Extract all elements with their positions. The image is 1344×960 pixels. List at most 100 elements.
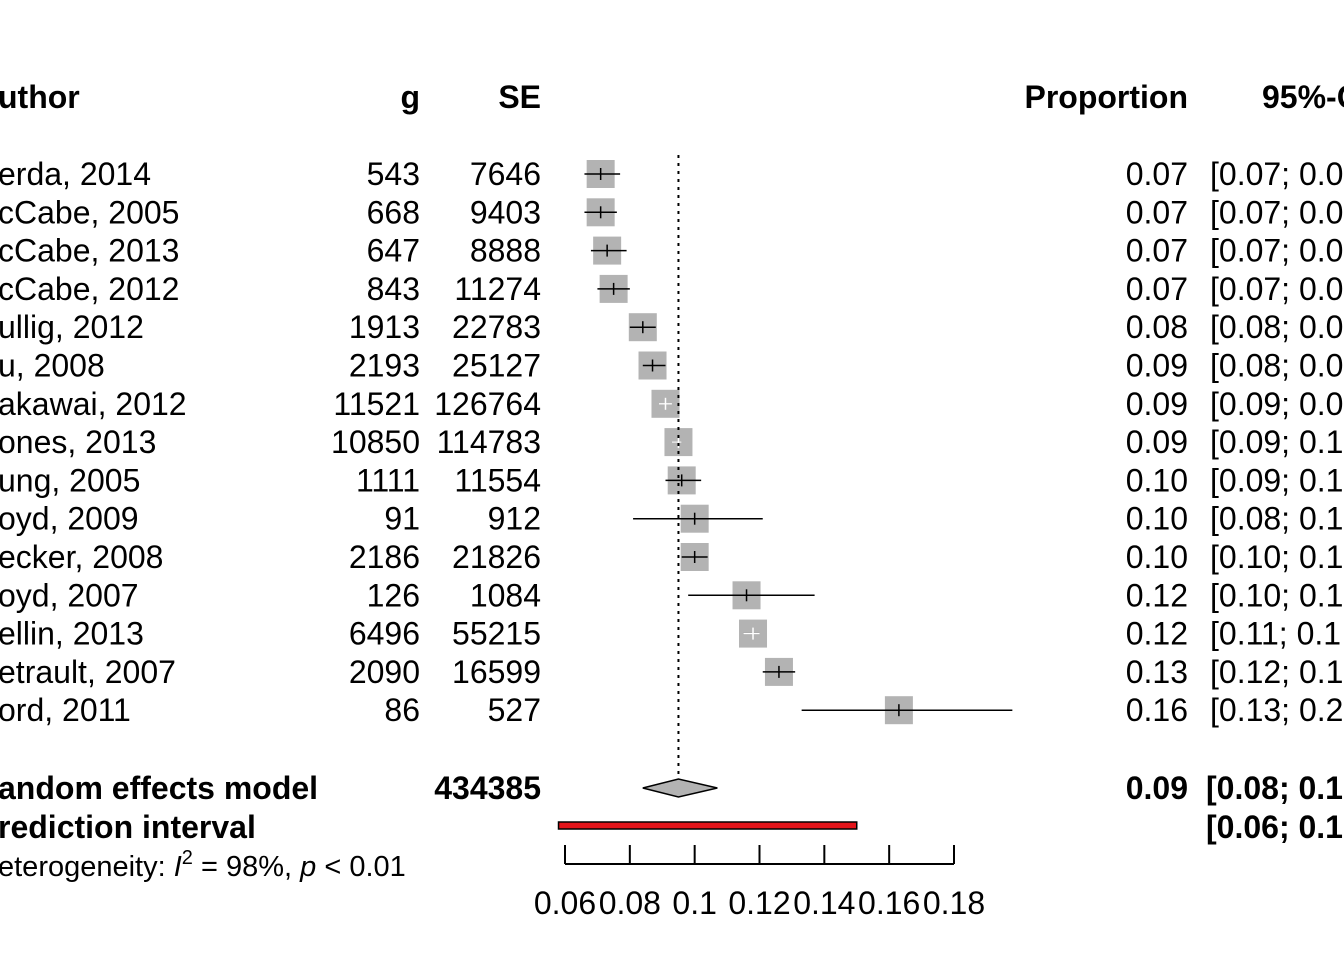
heterogeneity-text: eterogeneity: I2 = 98%, p < 0.01 bbox=[0, 847, 406, 883]
study-se: 11554 bbox=[454, 462, 541, 498]
prediction-interval-bar bbox=[557, 821, 858, 830]
study-g: 10850 bbox=[331, 424, 420, 460]
study-g: 91 bbox=[384, 501, 420, 537]
study-ci: [0.07; 0.0 bbox=[1210, 194, 1343, 230]
study-row: erda, 2014 543 7646 0.07 [0.07; 0.0 bbox=[0, 156, 1343, 192]
study-se: 114783 bbox=[437, 424, 541, 460]
study-ci: [0.08; 0.0 bbox=[1210, 309, 1343, 345]
study-row: akawai, 2012 11521 126764 0.09 [0.09; 0.0 bbox=[0, 386, 1343, 422]
study-g: 2193 bbox=[349, 348, 420, 384]
study-ci: [0.08; 0.1 bbox=[1210, 501, 1343, 537]
study-proportion: 0.12 bbox=[1126, 616, 1188, 652]
header-ci: 95%-C bbox=[1262, 79, 1344, 115]
summary-label: andom effects model bbox=[0, 770, 318, 806]
study-g: 2186 bbox=[349, 539, 420, 575]
summary-diamond bbox=[642, 778, 718, 798]
study-author: u, 2008 bbox=[0, 348, 105, 384]
study-ci: [0.12; 0.1 bbox=[1210, 654, 1343, 690]
study-row: cCabe, 2012 843 11274 0.07 [0.07; 0.0 bbox=[0, 271, 1343, 307]
prediction-label: rediction interval bbox=[0, 809, 256, 845]
study-row: etrault, 2007 2090 16599 0.13 [0.12; 0.1 bbox=[0, 654, 1343, 690]
study-author: ung, 2005 bbox=[0, 462, 140, 498]
study-ci: [0.13; 0.2 bbox=[1210, 692, 1343, 728]
summary-proportion: 0.09 bbox=[1126, 770, 1188, 806]
study-author: etrault, 2007 bbox=[0, 654, 176, 690]
x-axis-tick-label: 0.08 bbox=[599, 885, 661, 921]
header-se: SE bbox=[498, 79, 541, 115]
study-se: 126764 bbox=[434, 386, 541, 422]
study-se: 11274 bbox=[454, 271, 541, 307]
header-author: uthor bbox=[0, 79, 80, 115]
study-ci: [0.07; 0.0 bbox=[1210, 233, 1343, 269]
study-author: cCabe, 2005 bbox=[0, 194, 179, 230]
study-g: 11521 bbox=[333, 386, 420, 422]
study-g: 6496 bbox=[349, 616, 420, 652]
study-row: u, 2008 2193 25127 0.09 [0.08; 0.0 bbox=[0, 348, 1343, 384]
study-row: cCabe, 2013 647 8888 0.07 [0.07; 0.0 bbox=[0, 233, 1343, 269]
study-row: ones, 2013 10850 114783 0.09 [0.09; 0.1 bbox=[0, 424, 1343, 460]
header-proportion: Proportion bbox=[1024, 79, 1188, 115]
study-g: 1913 bbox=[349, 309, 420, 345]
study-g: 843 bbox=[367, 271, 420, 307]
study-author: ecker, 2008 bbox=[0, 539, 163, 575]
study-row: ung, 2005 1111 11554 0.10 [0.09; 0.1 bbox=[0, 462, 1343, 498]
study-proportion: 0.10 bbox=[1126, 462, 1188, 498]
study-g: 1111 bbox=[356, 462, 420, 498]
study-proportion: 0.07 bbox=[1126, 156, 1188, 192]
study-author: ellin, 2013 bbox=[0, 616, 144, 652]
study-ci: [0.08; 0.0 bbox=[1210, 348, 1343, 384]
study-proportion: 0.07 bbox=[1126, 233, 1188, 269]
heterogeneity-prefix: eterogeneity: bbox=[0, 851, 174, 883]
study-g: 647 bbox=[367, 233, 420, 269]
study-se: 55215 bbox=[452, 616, 541, 652]
study-row: ecker, 2008 2186 21826 0.10 [0.10; 0.1 bbox=[0, 539, 1343, 575]
study-proportion: 0.07 bbox=[1126, 194, 1188, 230]
study-proportion: 0.09 bbox=[1126, 348, 1188, 384]
heterogeneity-i: I bbox=[174, 851, 182, 883]
study-author: oyd, 2007 bbox=[0, 577, 139, 613]
study-proportion: 0.13 bbox=[1126, 654, 1188, 690]
study-ci: [0.09; 0.0 bbox=[1210, 386, 1343, 422]
study-author: oyd, 2009 bbox=[0, 501, 139, 537]
prediction-ci: [0.06; 0.1 bbox=[1206, 809, 1343, 845]
study-proportion: 0.10 bbox=[1126, 539, 1188, 575]
study-ci: [0.10; 0.1 bbox=[1210, 539, 1343, 575]
study-proportion: 0.16 bbox=[1126, 692, 1188, 728]
study-g: 543 bbox=[367, 156, 420, 192]
study-g: 86 bbox=[384, 692, 420, 728]
summary-total: 434385 bbox=[434, 770, 541, 806]
heterogeneity-p: p bbox=[299, 851, 316, 883]
study-row: cCabe, 2005 668 9403 0.07 [0.07; 0.0 bbox=[0, 194, 1343, 230]
heterogeneity-sup: 2 bbox=[182, 847, 193, 869]
study-row: ellin, 2013 6496 55215 0.12 [0.11; 0.1 bbox=[0, 616, 1341, 652]
study-row: oyd, 2007 126 1084 0.12 [0.10; 0.1 bbox=[0, 577, 1343, 613]
study-g: 2090 bbox=[349, 654, 420, 690]
study-g: 126 bbox=[367, 577, 420, 613]
x-axis: 0.06 0.08 0.1 0.12 0.14 0.16 0.18 bbox=[534, 845, 985, 921]
study-se: 527 bbox=[488, 692, 541, 728]
study-g: 668 bbox=[367, 194, 420, 230]
study-proportion: 0.10 bbox=[1126, 501, 1188, 537]
study-row: ord, 2011 86 527 0.16 [0.13; 0.2 bbox=[0, 692, 1343, 728]
heterogeneity-suffix: < 0.01 bbox=[316, 851, 406, 883]
study-ci: [0.11; 0.1 bbox=[1210, 616, 1341, 652]
study-row: oyd, 2009 91 912 0.10 [0.08; 0.1 bbox=[0, 501, 1343, 537]
heterogeneity-middle: = 98%, bbox=[193, 851, 300, 883]
study-proportion: 0.09 bbox=[1126, 386, 1188, 422]
study-se: 16599 bbox=[452, 654, 541, 690]
study-se: 7646 bbox=[470, 156, 541, 192]
study-author: ones, 2013 bbox=[0, 424, 156, 460]
study-se: 8888 bbox=[470, 233, 541, 269]
study-author: ullig, 2012 bbox=[0, 309, 144, 345]
study-se: 1084 bbox=[470, 577, 541, 613]
x-axis-tick-label: 0.12 bbox=[728, 885, 790, 921]
summary-ci: [0.08; 0.1 bbox=[1206, 770, 1343, 806]
study-proportion: 0.12 bbox=[1126, 577, 1188, 613]
x-axis-tick-label: 0.18 bbox=[923, 885, 985, 921]
header-g: g bbox=[400, 79, 420, 115]
study-ci: [0.09; 0.1 bbox=[1210, 462, 1343, 498]
study-se: 25127 bbox=[452, 348, 541, 384]
study-se: 912 bbox=[488, 501, 541, 537]
study-proportion: 0.08 bbox=[1126, 309, 1188, 345]
